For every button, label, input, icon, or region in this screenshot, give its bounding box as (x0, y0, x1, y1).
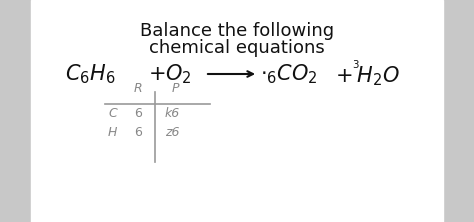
Text: $+^{^3}\!H_2O$: $+^{^3}\!H_2O$ (335, 59, 400, 89)
Text: $C_6H_6$: $C_6H_6$ (65, 62, 116, 86)
Text: $\cdot_6CO_2$: $\cdot_6CO_2$ (260, 62, 318, 86)
Text: C: C (108, 107, 117, 121)
Text: z6: z6 (165, 125, 180, 139)
Text: Balance the following: Balance the following (140, 22, 334, 40)
Bar (31, 0, 443, 222)
Text: R: R (134, 82, 142, 95)
Text: chemical equations: chemical equations (149, 39, 325, 57)
Text: P: P (171, 82, 179, 95)
Text: H: H (108, 125, 118, 139)
Text: k6: k6 (165, 107, 180, 121)
Text: 6: 6 (134, 125, 142, 139)
Text: 6: 6 (134, 107, 142, 121)
Text: $+ O_2$: $+ O_2$ (148, 62, 192, 86)
